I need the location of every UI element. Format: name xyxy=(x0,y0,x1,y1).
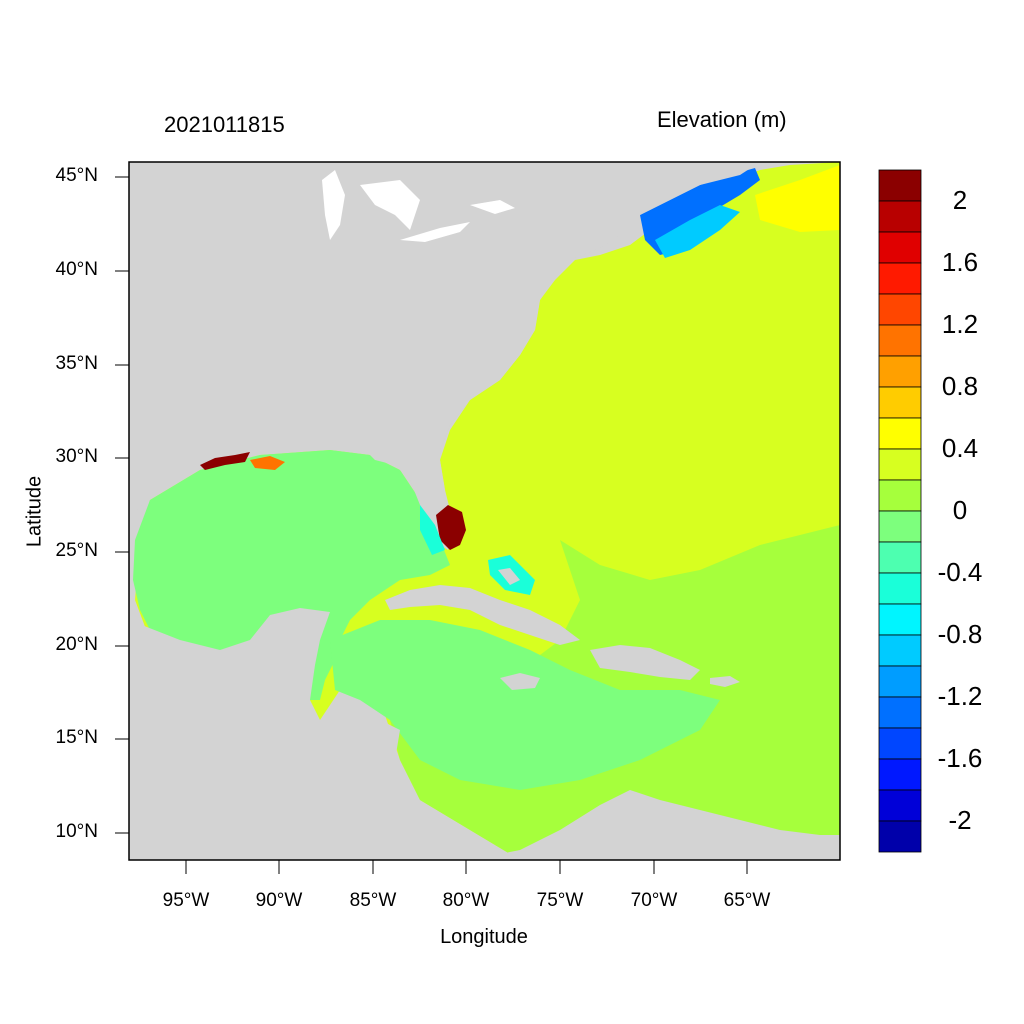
colorbar-label: 0 xyxy=(952,495,968,525)
colorbar-label: 0.8 xyxy=(941,371,979,401)
florida-west-cyan xyxy=(420,505,445,555)
colorbar-label: -0.4 xyxy=(937,557,983,587)
colorbar-swatch xyxy=(878,448,922,481)
gulf-coast-surge xyxy=(200,452,250,470)
timestamp-title: 2021011815 xyxy=(164,112,285,137)
y-axis-label: Latitude xyxy=(23,475,46,548)
map-border xyxy=(128,161,841,861)
colorbar-label: 1.2 xyxy=(941,309,979,339)
y-tick-marks xyxy=(115,176,129,834)
colorbar-swatch xyxy=(878,417,922,450)
colorbar-swatch xyxy=(878,727,922,760)
colorbar-swatch xyxy=(878,386,922,419)
colorbar-swatch xyxy=(878,572,922,605)
y-tick-label: 40°N xyxy=(55,259,98,280)
colorbar-label: 2 xyxy=(952,185,968,215)
gulf-of-maine-mid xyxy=(655,205,740,258)
colorbar-swatch xyxy=(878,479,922,512)
bahamas-land xyxy=(498,568,520,585)
colorbar-label: -1.6 xyxy=(937,743,983,773)
x-tick-label: 65°W xyxy=(723,890,771,911)
colorbar-swatch xyxy=(878,634,922,667)
us-east-land xyxy=(129,162,760,520)
y-tick-label: 30°N xyxy=(55,446,98,467)
lake-michigan xyxy=(322,170,345,240)
y-tick-label: 20°N xyxy=(55,634,98,655)
colorbar-swatch xyxy=(878,200,922,233)
y-tick-label: 35°N xyxy=(55,353,98,374)
x-tick-label: 75°W xyxy=(536,890,584,911)
colorbar-swatch xyxy=(878,510,922,543)
colorbar-swatch xyxy=(878,758,922,791)
lake-erie xyxy=(400,222,470,242)
colorbar-swatch xyxy=(878,324,922,357)
x-tick-label: 95°W xyxy=(162,890,210,911)
colorbar-label: 1.6 xyxy=(941,247,979,277)
lake-huron xyxy=(360,180,420,230)
colorbar-swatch xyxy=(878,665,922,698)
y-tick-label: 45°N xyxy=(55,165,98,186)
colorbar-swatch xyxy=(878,603,922,636)
caribbean-sea xyxy=(330,620,720,790)
jamaica-land xyxy=(500,673,540,690)
x-tick-label: 85°W xyxy=(349,890,397,911)
central-america-land xyxy=(129,608,440,860)
x-tick-label: 80°W xyxy=(442,890,490,911)
south-america-land xyxy=(470,790,840,860)
colorbar-swatch xyxy=(878,169,922,202)
colorbar-label: -0.8 xyxy=(937,619,983,649)
colorbar-swatch xyxy=(878,231,922,264)
x-tick-marks xyxy=(185,860,748,874)
colorbar-swatch xyxy=(878,696,922,729)
colorbar-swatch xyxy=(878,541,922,574)
cuba-land xyxy=(385,585,580,645)
colorbar-swatch xyxy=(878,262,922,295)
x-tick-label: 70°W xyxy=(630,890,678,911)
colorbar-label: -2 xyxy=(948,805,972,835)
x-axis-label: Longitude xyxy=(440,926,528,948)
colorbar-swatch xyxy=(878,789,922,822)
florida-surge xyxy=(436,505,466,550)
colorbar-swatch xyxy=(878,820,922,853)
louisiana-orange xyxy=(250,456,285,470)
colorbar-swatch xyxy=(878,293,922,326)
colorbar-swatch xyxy=(878,355,922,388)
y-tick-label: 25°N xyxy=(55,540,98,561)
hispaniola-land xyxy=(590,645,700,680)
nova-scotia-high xyxy=(755,165,840,232)
y-tick-label: 15°N xyxy=(55,727,98,748)
colorbar xyxy=(878,169,922,853)
colorbar-label: -1.2 xyxy=(937,681,983,711)
map-plot xyxy=(129,162,840,860)
colorbar-label: 0.4 xyxy=(941,433,979,463)
gulf-of-mexico xyxy=(133,450,450,700)
y-tick-label: 10°N xyxy=(55,821,98,842)
variable-title: Elevation (m) xyxy=(657,107,787,132)
lake-ontario xyxy=(470,200,515,214)
puerto-rico-land xyxy=(710,676,740,687)
x-tick-label: 90°W xyxy=(255,890,303,911)
